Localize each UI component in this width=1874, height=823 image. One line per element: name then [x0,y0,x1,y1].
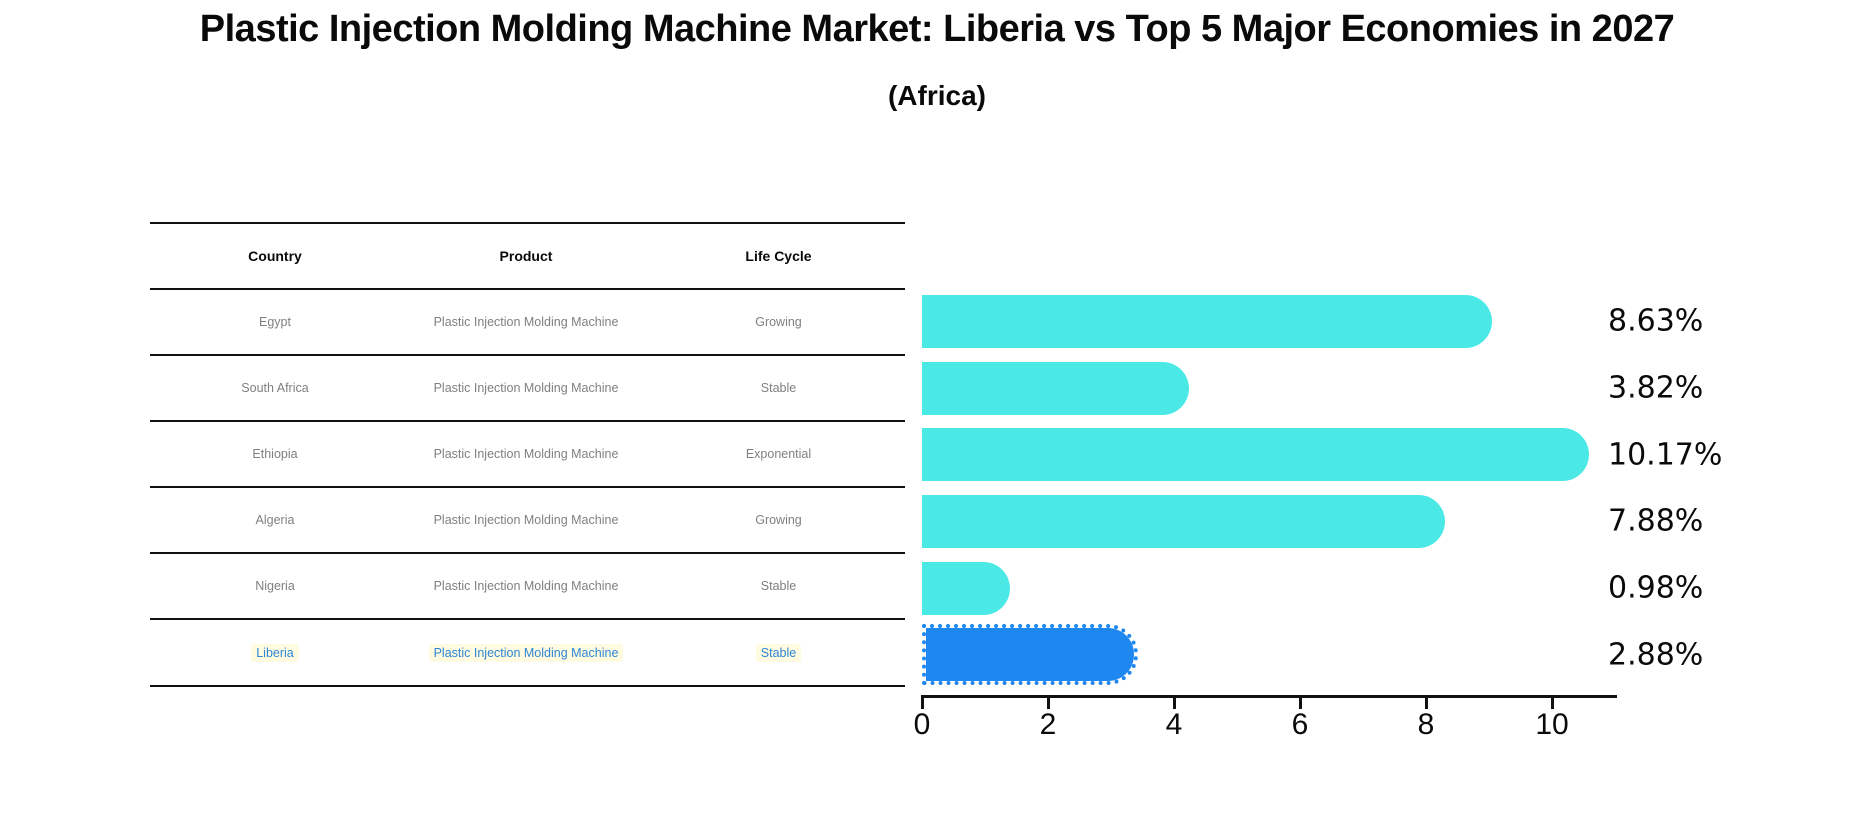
table-cell-life-cycle: Growing [652,315,905,329]
table-cell-life-cycle: Stable [652,579,905,593]
bar-south-africa [922,361,1190,415]
table-cell-life-cycle: Stable [652,643,905,662]
cell-value: Plastic Injection Molding Machine [428,643,624,662]
cell-value: Stable [760,380,797,395]
cell-value: Egypt [259,314,291,329]
table-cell-country: Nigeria [150,579,400,593]
x-tick-mark [1298,695,1302,709]
x-tick-mark [920,695,924,709]
table-cell-product: Plastic Injection Molding Machine [400,315,652,329]
table-cell-country: Algeria [150,513,400,527]
table-cell-life-cycle: Stable [652,381,905,395]
cell-value: Plastic Injection Molding Machine [433,380,619,395]
cell-value: Nigeria [255,579,295,594]
table-cell-life-cycle: Growing [652,513,905,527]
table-row: South Africa Plastic Injection Molding Ma… [150,353,905,420]
bar-nigeria [922,561,1011,615]
table-header-country: Country [248,247,302,264]
cell-value: Ethiopia [252,446,298,461]
x-axis-line [922,695,1617,698]
cell-value: Liberia [251,643,299,662]
table-row: Liberia Plastic Injection Molding Machine… [150,618,905,684]
cell-value: Plastic Injection Molding Machine [433,579,619,594]
bar-liberia [922,624,1138,686]
x-tick-mark [1046,695,1050,709]
table-cell-product: Plastic Injection Molding Machine [400,513,652,527]
bar-algeria [922,494,1445,548]
table-cell-country: Egypt [150,315,400,329]
x-tick-label: 2 [1039,708,1057,741]
table-cell-country: Liberia [150,643,400,662]
x-tick-mark [1424,695,1428,709]
table-cell-life-cycle: Exponential [652,447,905,461]
chart-subtitle: (Africa) [887,80,986,111]
x-tick-label: 6 [1291,708,1309,741]
table-cell-product: Plastic Injection Molding Machine [400,579,652,593]
cell-value: Growing [755,513,802,528]
table-cell-product: Plastic Injection Molding Machine [400,381,652,395]
value-label: 0.98% [1608,570,1704,606]
cell-value: Plastic Injection Molding Machine [433,513,619,528]
cell-value: Stable [755,643,802,662]
table-header-row: Country Product Life Cycle [150,222,905,288]
cell-value: Stable [760,579,797,594]
x-tick-label: 4 [1165,708,1183,741]
cell-value: Plastic Injection Molding Machine [433,446,619,461]
cell-value: Growing [755,314,802,329]
table-header-product: Product [499,247,553,264]
bar-egypt [922,294,1493,348]
value-label: 10.17% [1608,437,1723,473]
table-header-life-cycle: Life Cycle [745,247,812,264]
value-label: 2.88% [1608,637,1704,673]
cell-value: Plastic Injection Molding Machine [433,314,619,329]
cell-value: South Africa [241,380,309,395]
country-table: Country Product Life Cycle Egypt Plastic … [150,222,905,687]
table-row: Algeria Plastic Injection Molding Machine… [150,486,905,552]
x-tick-mark [1172,695,1176,709]
value-label: 7.88% [1608,503,1704,539]
table-cell-product: Plastic Injection Molding Machine [400,643,652,662]
table-row: Nigeria Plastic Injection Molding Machine… [150,552,905,618]
bar-ethiopia [922,428,1590,482]
table-cell-product: Plastic Injection Molding Machine [400,447,652,461]
cell-value: Algeria [255,513,295,528]
table-row: Egypt Plastic Injection Molding Machine Gr… [150,287,905,354]
table-body: Egypt Plastic Injection Molding Machine Gr… [150,287,905,685]
table-row: Ethiopia Plastic Injection Molding Machin… [150,419,905,486]
value-label: 3.82% [1608,370,1704,406]
table-cell-country: South Africa [150,381,400,395]
x-tick-label: 10 [1535,708,1569,741]
x-tick-label: 0 [913,708,931,741]
table-cell-country: Ethiopia [150,447,400,461]
chart-title: Plastic Injection Molding Machine Market… [199,8,1675,50]
value-label: 8.63% [1608,303,1704,339]
cell-value: Exponential [745,446,812,461]
x-tick-mark [1550,695,1554,709]
x-tick-label: 8 [1417,708,1435,741]
